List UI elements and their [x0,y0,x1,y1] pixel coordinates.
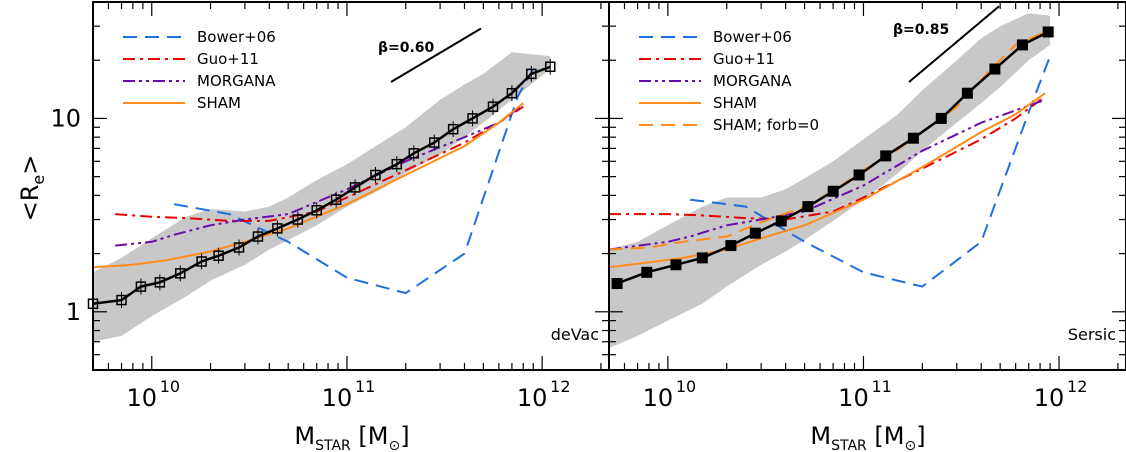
data-point [961,87,973,99]
legend-label: Bower+06 [713,28,792,46]
series-line-data [92,65,551,306]
legend-label: Guo+11 [713,50,775,68]
panel-1: 10 10 10 11 10 12110Bower+06Guo+11MORGANASHAM… [50,1,610,412]
slope-line [390,27,482,83]
data-point [853,169,865,181]
slope-label: β=0.85 [893,22,949,38]
data-point [544,61,556,73]
legend-label: MORGANA [197,72,276,90]
x-tick-label-exponent: 12 [550,377,570,396]
data-point [935,112,947,124]
data-point [725,240,737,252]
data-point [611,278,623,290]
legend-label: SHAM [713,94,757,112]
data-point [330,194,342,205]
x-axis-label-m-2: M [810,422,831,450]
data-point [408,148,420,159]
data-point [775,215,787,227]
x-axis-label-unit: [M [351,422,389,450]
x-tick-label: 10 [126,384,157,412]
data-point [213,250,224,261]
x-tick-label-exponent: 12 [1067,377,1087,396]
x-axis-label-close: ] [400,422,409,450]
data-point [428,137,440,148]
data-point [641,266,653,278]
x-tick-label-exponent: 11 [871,377,891,396]
x-axis-label-unit-2: [M [867,422,905,450]
x-axis-label-sub: STAR [315,438,351,452]
x-axis-label-sub-2: STAR [831,438,867,452]
data-point [447,123,459,135]
panel-label: Sersic [1068,325,1116,344]
legend-label: SHAM; forb=0 [713,116,819,134]
data-point [233,242,245,253]
data-point [827,185,839,197]
y-axis-label-gt: > [16,155,44,175]
x-tick-label: 10 [322,384,353,412]
data-point [907,132,919,144]
data-point [989,63,1001,75]
data-point [252,231,264,242]
x-tick-label: 10 [517,384,548,412]
y-tick-label: 10 [50,104,81,132]
x-tick-label: 10 [643,384,674,412]
scatter-band [93,52,551,342]
data-point [696,252,708,264]
data-point [526,68,537,80]
x-tick-label-exponent: 10 [160,377,180,396]
data-point [272,223,283,234]
y-tick-label: 1 [66,298,81,326]
legend-label: Guo+11 [197,50,259,68]
x-axis-label-sun-2: ⊙ [904,438,916,452]
slope-label: β=0.60 [378,40,435,56]
data-point [370,169,381,181]
data-point [506,87,518,99]
x-tick-label: 10 [1034,384,1065,412]
data-point [391,158,403,170]
data-point [175,268,186,279]
series-line-guo-11 [609,95,1046,221]
legend-label: MORGANA [713,72,792,90]
x-tick-label: 10 [838,384,869,412]
y-axis-label: <Re> [16,155,48,222]
data-point [311,205,322,216]
data-point [749,227,761,239]
scatter-band [609,13,1051,348]
series-line-sham [92,102,524,269]
data-point [196,256,207,267]
y-axis-label-lt: <R [16,185,44,222]
data-point [802,201,814,213]
data-point [467,113,478,124]
data-point [1042,26,1054,38]
x-axis-label-close-2: ] [916,422,925,450]
x-axis-label-m: M [294,422,315,450]
legend-label: SHAM [197,94,241,112]
data-point [135,281,147,292]
data-point [1016,39,1028,51]
x-tick-label-exponent: 11 [355,377,375,396]
panel-frame [608,1,1126,371]
series-line-bower-06 [173,68,535,295]
panel-2: 10 10 10 11 10 12Bower+06Guo+11MORGANASHAMSHA… [608,1,1126,412]
legend-label: Bower+06 [197,28,276,46]
data-point [349,182,361,193]
panel-label: deVac [551,325,599,344]
y-axis-label-sub: e [29,175,48,185]
data-point [880,150,892,162]
series-line-bower-06 [690,55,1052,288]
data-point [670,259,682,271]
x-axis-label-right: MSTAR [M⊙] [810,422,925,452]
data-point [154,277,166,288]
x-axis-label-left: MSTAR [M⊙] [294,422,409,452]
data-point [116,294,127,306]
data-point [487,101,499,112]
x-axis-label-sun: ⊙ [388,438,400,452]
slope-line [908,5,1000,83]
data-point [292,214,304,225]
x-tick-label-exponent: 10 [676,377,696,396]
